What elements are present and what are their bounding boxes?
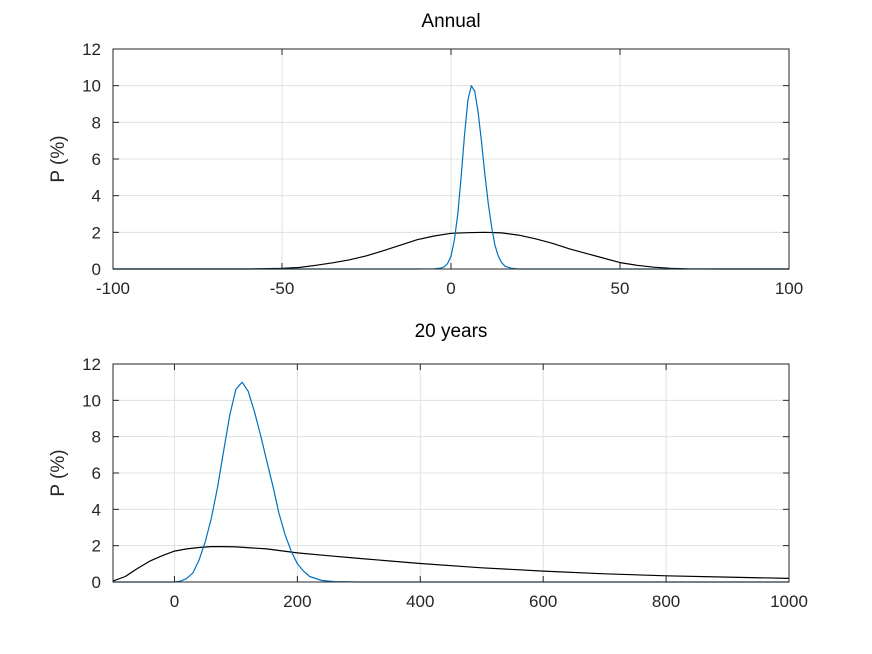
x-tick-label: 50 — [611, 279, 630, 298]
gridlines — [113, 363, 790, 583]
series-line-1 — [113, 381, 789, 583]
x-tick-label: 100 — [775, 279, 803, 298]
y-tick-label: 0 — [92, 260, 101, 279]
y-tick-label: 12 — [82, 355, 101, 374]
gridlines — [112, 48, 790, 270]
chart-title: 20 years — [415, 321, 488, 342]
x-tick-label: 400 — [406, 592, 434, 611]
y-tick-label: 10 — [82, 77, 101, 96]
y-tick-label: 0 — [92, 573, 101, 592]
x-tick-label: 600 — [529, 592, 557, 611]
series-line-0 — [112, 545, 790, 582]
y-tick-label: 8 — [92, 113, 101, 132]
x-tick-label: 1000 — [770, 592, 808, 611]
x-tick-label: -100 — [96, 279, 130, 298]
x-tick-label: -50 — [270, 279, 295, 298]
chart-twenty-years: 0 200 400 600 800 1000 0 2 4 6 8 10 12 20 years P (%) — [48, 321, 808, 611]
y-tick-label: 10 — [82, 391, 101, 410]
y-tick-label: 4 — [92, 187, 101, 206]
y-tick-label: 8 — [92, 428, 101, 447]
x-tick-label: 200 — [283, 592, 311, 611]
y-axis-label: P (%) — [48, 135, 69, 182]
x-tick-label: 0 — [446, 279, 455, 298]
y-tick-label: 2 — [92, 223, 101, 242]
chart-title: Annual — [421, 11, 480, 32]
chart-annual: -100 -50 0 50 100 0 2 4 6 8 10 12 Annual P (%) — [48, 11, 803, 298]
series-line-0 — [113, 231, 789, 270]
y-axis-label: P (%) — [48, 449, 69, 496]
y-tick-label: 4 — [92, 500, 101, 519]
y-tick-label: 12 — [82, 40, 101, 59]
y-tick-label: 6 — [92, 150, 101, 169]
x-tick-label: 800 — [652, 592, 680, 611]
x-tick-label: 0 — [170, 592, 179, 611]
y-tick-label: 6 — [92, 464, 101, 483]
y-tick-label: 2 — [92, 537, 101, 556]
series-line-1 — [113, 85, 789, 270]
